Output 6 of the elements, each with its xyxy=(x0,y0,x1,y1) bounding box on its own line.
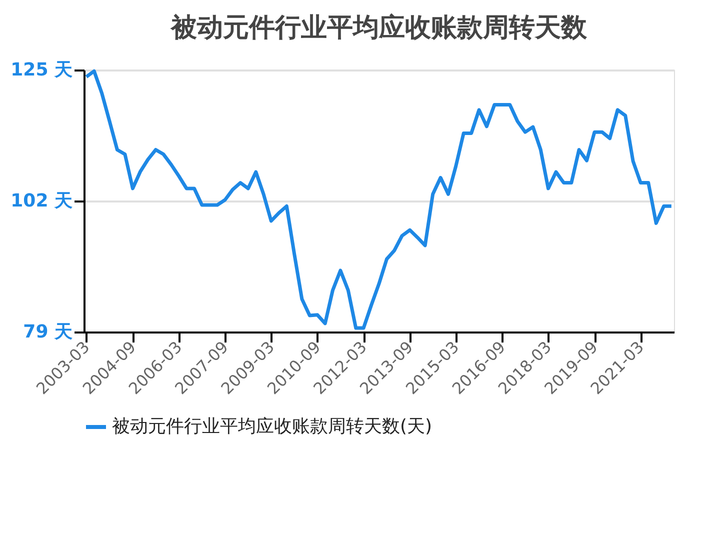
chart-title: 被动元件行业平均应收账款周转天数 xyxy=(170,13,588,43)
y-tick-label: 79 天 xyxy=(23,322,72,342)
legend-label: 被动元件行业平均应收账款周转天数(天) xyxy=(112,416,432,437)
y-tick-label: 125 天 xyxy=(10,60,72,80)
y-tick-label: 102 天 xyxy=(10,190,72,212)
line-series xyxy=(84,69,674,330)
